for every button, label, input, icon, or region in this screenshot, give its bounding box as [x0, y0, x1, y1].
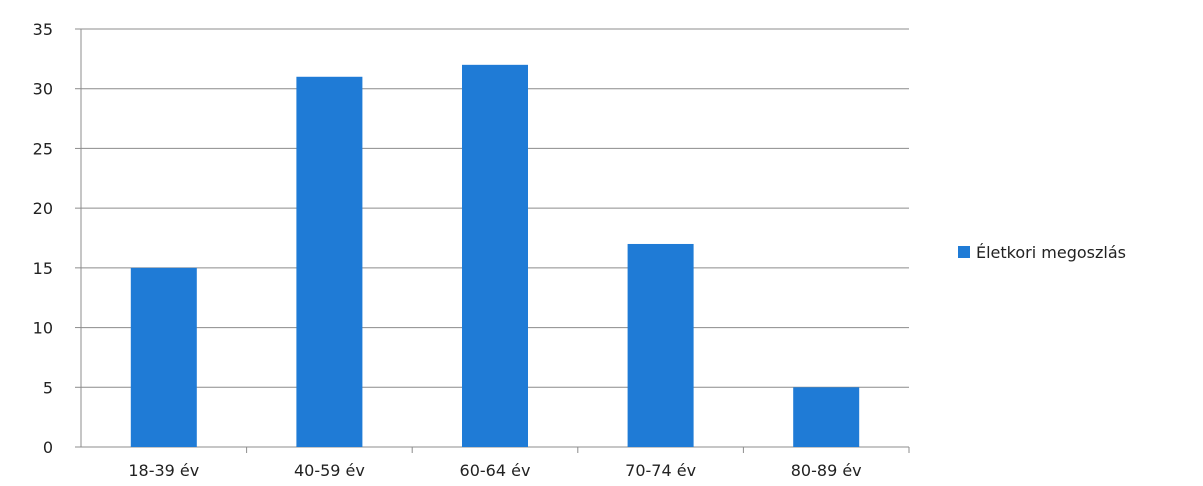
bars — [130, 64, 860, 448]
y-tick-label: 25 — [33, 139, 53, 158]
y-tick-label: 20 — [33, 199, 53, 218]
y-tick-label: 10 — [33, 319, 53, 338]
x-tick-label: 80-89 év — [791, 461, 862, 480]
bar-2 — [296, 76, 363, 448]
bar-5 — [793, 387, 860, 447]
y-tick-label: 0 — [43, 438, 53, 457]
y-tick-label: 35 — [33, 20, 53, 39]
legend-label: Életkori megoszlás — [976, 243, 1126, 262]
y-tick-labels: 0 5 10 15 20 25 30 35 — [33, 20, 53, 457]
y-tick-label: 30 — [33, 80, 53, 99]
x-tick-label: 60-64 év — [460, 461, 531, 480]
legend: Életkori megoszlás — [958, 243, 1126, 262]
legend-swatch — [958, 246, 970, 258]
x-tick-label: 70-74 év — [625, 461, 696, 480]
bar-3 — [462, 64, 528, 447]
y-tick-label: 5 — [43, 378, 53, 397]
x-tick-labels: 18-39 év 40-59 év 60-64 év 70-74 év 80-89 év — [128, 447, 910, 480]
bar-1 — [130, 267, 197, 447]
bar-4 — [627, 243, 694, 447]
y-tick-label: 15 — [33, 259, 53, 278]
x-tick-label: 18-39 év — [128, 461, 199, 480]
x-tick-label: 40-59 év — [294, 461, 365, 480]
